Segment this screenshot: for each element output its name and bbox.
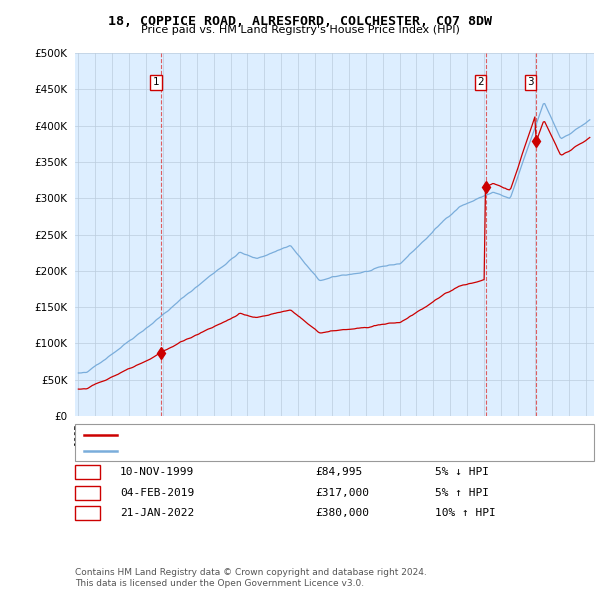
Text: £380,000: £380,000: [315, 509, 369, 518]
Text: 1: 1: [152, 77, 159, 87]
Text: 10% ↑ HPI: 10% ↑ HPI: [435, 509, 496, 518]
Text: HPI: Average price, detached house, Tendring: HPI: Average price, detached house, Tend…: [123, 446, 346, 456]
Text: 2: 2: [84, 488, 91, 497]
Text: £317,000: £317,000: [315, 488, 369, 497]
Text: 1: 1: [84, 467, 91, 477]
Text: Contains HM Land Registry data © Crown copyright and database right 2024.: Contains HM Land Registry data © Crown c…: [75, 568, 427, 576]
Text: 3: 3: [84, 509, 91, 518]
Text: 3: 3: [527, 77, 534, 87]
Text: 18, COPPICE ROAD, ALRESFORD, COLCHESTER, CO7 8DW (detached house): 18, COPPICE ROAD, ALRESFORD, COLCHESTER,…: [123, 430, 494, 440]
Text: 21-JAN-2022: 21-JAN-2022: [120, 509, 194, 518]
Text: 5% ↓ HPI: 5% ↓ HPI: [435, 467, 489, 477]
Text: 5% ↑ HPI: 5% ↑ HPI: [435, 488, 489, 497]
Text: £84,995: £84,995: [315, 467, 362, 477]
Text: 10-NOV-1999: 10-NOV-1999: [120, 467, 194, 477]
Text: 04-FEB-2019: 04-FEB-2019: [120, 488, 194, 497]
Text: This data is licensed under the Open Government Licence v3.0.: This data is licensed under the Open Gov…: [75, 579, 364, 588]
Text: 18, COPPICE ROAD, ALRESFORD, COLCHESTER, CO7 8DW: 18, COPPICE ROAD, ALRESFORD, COLCHESTER,…: [108, 15, 492, 28]
Text: Price paid vs. HM Land Registry's House Price Index (HPI): Price paid vs. HM Land Registry's House …: [140, 25, 460, 35]
Text: 2: 2: [477, 77, 484, 87]
